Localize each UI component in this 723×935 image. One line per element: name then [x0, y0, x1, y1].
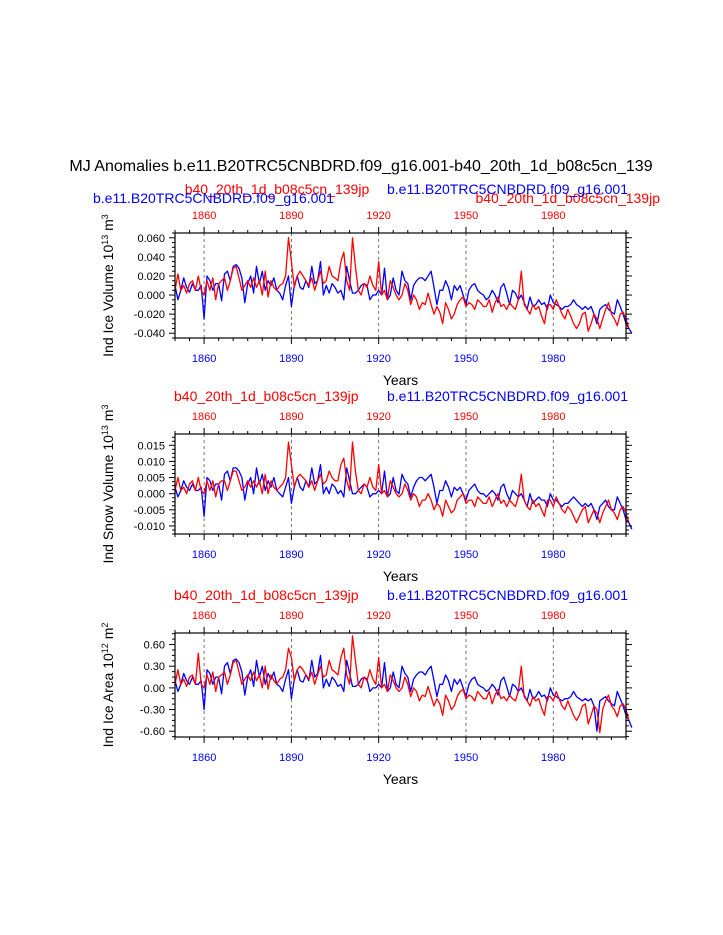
x-tick-label-bottom: 1890: [279, 353, 303, 365]
series-line-red: [174, 237, 630, 332]
hidden-overlap-label: b40_20th_1d_b08c5cn_139jp: [356, 587, 541, 603]
y-tick-label: -0.020: [134, 309, 165, 321]
x-axis-title: Years: [383, 372, 418, 388]
top-right-overlay-label: b.e11.B20TRC5CNBDRD.f09_g16.001: [387, 181, 628, 197]
top-right-case-label: b40_20th_1d_b08c5cn_139jp: [475, 190, 660, 206]
main-title: MJ Anomalies b.e11.B20TRC5CNBDRD.f09_g16…: [69, 158, 652, 175]
x-tick-label-bottom: 1860: [192, 752, 216, 764]
x-tick-label-bottom: 1890: [279, 549, 303, 561]
y-tick-label: 0.020: [137, 271, 165, 283]
panel-snow-volume: 0.015 0.010 0.005 0.000 -0.005 -0.010 1860 1860…: [100, 388, 633, 584]
y-tick-label: 0.005: [137, 473, 165, 485]
series-line-blue: [174, 654, 633, 732]
x-tick-label-top: 1920: [366, 610, 390, 622]
series-line-red: [174, 441, 630, 524]
panel-ice-area: 0.60 0.30 0.00 -0.30 -0.60 1860 1860 1890 1890 19…: [100, 587, 633, 787]
x-tick-label-top: 1890: [279, 610, 303, 622]
x-tick-label-top: 1920: [366, 411, 390, 423]
y-axis-title: Ind Ice Area 1012 m2: [100, 623, 116, 748]
y-tick-label: 0.000: [137, 489, 165, 501]
y-tick-label: -0.30: [140, 705, 165, 717]
x-tick-label-bottom: 1950: [454, 549, 478, 561]
y-tick-label: -0.040: [134, 328, 165, 340]
x-tick-label-bottom: 1950: [454, 353, 478, 365]
x-tick-label-bottom: 1920: [366, 549, 390, 561]
y-tick-label: 0.010: [137, 456, 165, 468]
y-tick-label: -0.010: [134, 521, 165, 533]
series-line-blue: [174, 260, 633, 334]
y-tick-label: -0.60: [140, 726, 165, 738]
y-tick-label: 0.00: [144, 683, 165, 695]
x-axis-title: Years: [383, 771, 418, 787]
x-tick-label-top: 1860: [192, 610, 216, 622]
x-tick-label-top: 1890: [279, 411, 303, 423]
x-tick-label-bottom: 1860: [192, 353, 216, 365]
y-axis-title: Ind Ice Volume 1013 m3: [100, 214, 116, 357]
series-line-blue: [174, 463, 633, 530]
top-left-case-label: b.e11.B20TRC5CNBDRD.f09_g16.001: [93, 190, 334, 206]
plot-frame: [174, 433, 627, 535]
x-axis-title: Years: [383, 568, 418, 584]
x-tick-label-bottom: 1980: [541, 752, 565, 764]
top-left-case-label: b40_20th_1d_b08c5cn_139jp: [174, 587, 359, 603]
x-tick-label-top: 1980: [541, 610, 565, 622]
x-tick-label-bottom: 1950: [454, 752, 478, 764]
y-tick-label: 0.60: [144, 640, 165, 652]
y-tick-label: 0.040: [137, 252, 165, 264]
y-tick-label: 0.015: [137, 440, 165, 452]
x-tick-label-top: 1950: [454, 610, 478, 622]
y-tick-label: 0.000: [137, 290, 165, 302]
panel-ice-volume: 0.060 0.040 0.020 0.000 -0.020 -0.040 1860 1860…: [93, 181, 660, 388]
y-tick-label: 0.060: [137, 233, 165, 245]
x-tick-label-top: 1860: [192, 210, 216, 222]
top-right-case-label: b.e11.B20TRC5CNBDRD.f09_g16.001: [387, 587, 628, 603]
x-tick-label-bottom: 1890: [279, 752, 303, 764]
y-tick-label: 0.30: [144, 661, 165, 673]
x-tick-label-bottom: 1980: [541, 549, 565, 561]
hidden-overlap-label: b40_20th_1d_b08c5cn_139jp: [356, 388, 541, 404]
top-left-case-label: b40_20th_1d_b08c5cn_139jp: [174, 388, 359, 404]
y-axis-title: Ind Snow Volume 1013 m3: [100, 404, 116, 563]
top-right-case-label: b.e11.B20TRC5CNBDRD.f09_g16.001: [387, 388, 628, 404]
x-tick-label-top: 1950: [454, 210, 478, 222]
x-tick-label-top: 1860: [192, 411, 216, 423]
x-tick-label-top: 1920: [366, 210, 390, 222]
x-tick-label-bottom: 1980: [541, 353, 565, 365]
x-tick-label-top: 1890: [279, 210, 303, 222]
x-tick-label-bottom: 1860: [192, 549, 216, 561]
x-tick-label-top: 1980: [541, 210, 565, 222]
x-tick-label-top: 1950: [454, 411, 478, 423]
x-tick-label-bottom: 1920: [366, 353, 390, 365]
x-tick-label-top: 1980: [541, 411, 565, 423]
x-tick-label-bottom: 1920: [366, 752, 390, 764]
series-line-red: [174, 635, 630, 734]
plot-frame: [174, 632, 627, 738]
top-left-overlay-label: b40_20th_1d_b08c5cn_139jp: [185, 181, 370, 197]
y-tick-label: -0.005: [134, 505, 165, 517]
